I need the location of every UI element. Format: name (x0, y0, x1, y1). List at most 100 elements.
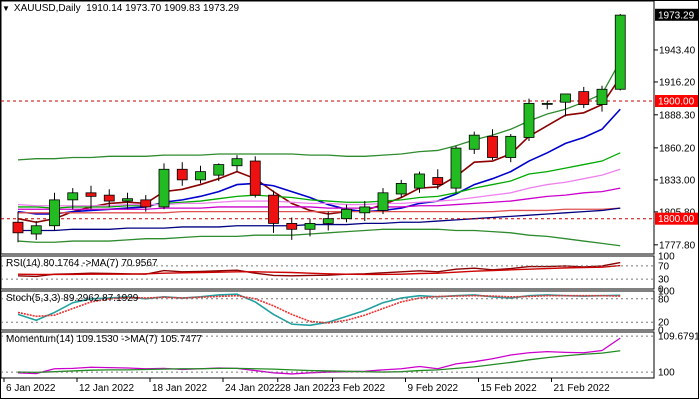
candle-body (249, 160, 261, 196)
candle-body (377, 192, 389, 211)
price-tick-label: 1777.80 (659, 240, 696, 251)
x-tick-label: 24 Jan 2022 (225, 383, 280, 394)
x-tick-label: 28 Jan 2022 (280, 383, 335, 394)
rsi-panel-header: RSI(14) 80.1764 ->MA(7) 70.9567 (6, 258, 158, 269)
candle (541, 101, 553, 110)
ma-line-5 (18, 207, 621, 214)
candle (103, 189, 115, 207)
price-tick-label: 1888.30 (659, 110, 696, 121)
momentum-panel-series-1 (17, 350, 621, 374)
rsi-panel-tick-label: 100 (658, 252, 675, 263)
candle-body (158, 168, 170, 208)
candle-body (596, 88, 608, 105)
candle (49, 192, 60, 231)
ma-line-8 (17, 228, 621, 247)
candle-body (468, 134, 480, 150)
x-tick-label: 21 Feb 2022 (554, 383, 611, 394)
candle (195, 165, 206, 184)
x-tick-label: 6 Jan 2022 (6, 383, 56, 394)
candle-body (614, 14, 626, 90)
ohlc-values: 1910.14 1973.70 1909.83 1973.29 (86, 3, 240, 14)
x-tick-label: 3 Feb 2022 (335, 383, 386, 394)
candle (432, 169, 444, 190)
stoch-panel-header: Stoch(5,3,3) 89.2962 87.1929 (6, 293, 139, 304)
candle (614, 13, 626, 91)
candle (359, 201, 371, 222)
price-tick-label: 1833.00 (659, 175, 696, 186)
candle-body (341, 208, 352, 220)
candle (560, 93, 571, 117)
candle-body (122, 198, 133, 202)
candle-body (49, 199, 60, 227)
momentum-panel-tick-label: 100 (658, 368, 675, 379)
candle (140, 195, 152, 212)
candle-body (85, 192, 97, 197)
x-tick-label: 12 Jan 2022 (79, 383, 134, 394)
candle (341, 204, 352, 223)
candle-body (195, 171, 206, 181)
candle (67, 188, 79, 210)
candle-body (450, 147, 462, 189)
candle-body (578, 91, 590, 105)
candle-body (103, 194, 115, 202)
candle-body (560, 93, 571, 103)
candle (523, 98, 535, 142)
candle (158, 163, 170, 210)
price-tag-bg (655, 95, 698, 108)
stoch-panel-tick-label: 100 (658, 287, 675, 298)
collapse-arrow-icon[interactable]: ▼ (2, 4, 10, 13)
candle (450, 145, 462, 193)
candle (85, 185, 97, 210)
candle (176, 162, 188, 186)
stoch-panel-tick-label: 20 (658, 318, 670, 329)
rsi-panel-tick-label: 0 (658, 285, 664, 296)
price-panel-header: ▼ XAUUSD,Daily 1910.14 1973.70 1909.83 19… (2, 3, 239, 15)
candle (213, 163, 225, 182)
ma-line-2 (18, 152, 621, 209)
momentum-panel-header: Momentum(14) 109.1530 ->MA(7) 105.7477 (6, 334, 202, 345)
candle (578, 86, 590, 109)
ma-line-3 (17, 168, 621, 207)
stoch-panel-tick-label: 0 (658, 326, 664, 337)
price-tick-label: 1860.20 (659, 143, 696, 154)
symbol-title: XAUUSD,Daily (13, 3, 81, 14)
rsi-panel-tick-label: 70 (658, 261, 670, 272)
candle (377, 188, 389, 214)
candle-body (541, 102, 553, 105)
candle (12, 211, 24, 243)
candle (596, 85, 608, 112)
candle-body (359, 206, 371, 214)
candle (249, 156, 261, 198)
ma-line-4 (18, 187, 621, 210)
candle-body (322, 218, 334, 224)
candle (395, 179, 407, 198)
candle-body (286, 223, 298, 230)
candle-body (268, 194, 279, 224)
momentum-panel-tick-label: 109.6791 (658, 332, 700, 343)
price-tag-label: 1973.29 (658, 10, 695, 21)
candle-body (231, 158, 243, 167)
candle (286, 217, 298, 240)
candle (122, 192, 133, 210)
candle-body (176, 168, 188, 181)
candle-body (523, 102, 535, 138)
stoch-panel-series-1 (17, 294, 621, 324)
candle (414, 171, 425, 193)
candle (487, 129, 498, 160)
candle-body (395, 182, 407, 195)
rsi-panel-series-1 (17, 264, 621, 276)
candle (268, 190, 279, 233)
candle (231, 155, 243, 172)
momentum-panel-series-0 (17, 337, 621, 375)
candle-body (67, 192, 79, 201)
rsi-panel-tick-label: 30 (658, 275, 670, 286)
candle (505, 133, 517, 163)
price-tick-label: 1943.40 (659, 45, 696, 56)
x-tick-label: 15 Feb 2022 (481, 383, 538, 394)
candle-body (304, 223, 316, 230)
candle-body (213, 164, 225, 176)
candle-body (30, 225, 42, 235)
